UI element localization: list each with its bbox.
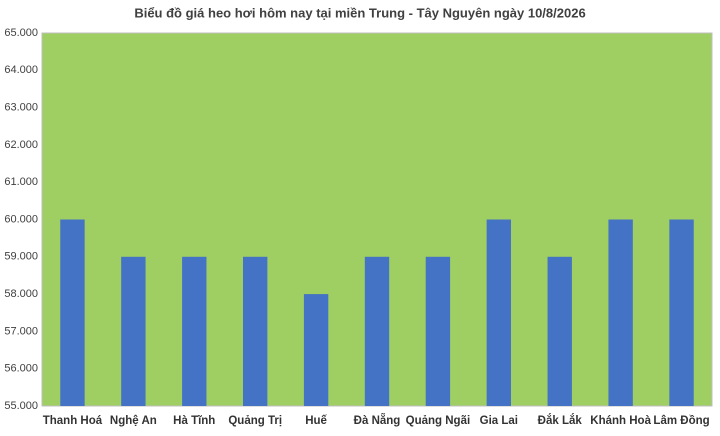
chart-title: Biểu đồ giá heo hơi hôm nay tại miền Tru… [134, 5, 585, 20]
y-tick-label: 55.000 [4, 400, 38, 412]
x-tick-label: Quảng Trị [228, 415, 282, 427]
x-tick-label: Gia Lai [480, 415, 518, 427]
bar [182, 256, 207, 406]
x-tick-label: Huế [305, 415, 327, 427]
x-tick-label: Thanh Hoá [43, 415, 103, 427]
bar [60, 219, 85, 406]
bar [121, 256, 146, 406]
y-tick-label: 58.000 [4, 288, 38, 300]
y-tick-label: 64.000 [4, 64, 38, 76]
x-tick-label: Đắk Lắk [538, 414, 583, 427]
bar [303, 294, 329, 406]
bar [547, 256, 572, 406]
y-tick-label: 59.000 [4, 251, 38, 263]
x-tick-label: Nghệ An [110, 415, 157, 427]
x-tick-label: Đà Nẵng [354, 414, 401, 427]
bar [243, 256, 268, 406]
y-tick-label: 62.000 [4, 139, 38, 151]
y-tick-label: 63.000 [4, 102, 38, 114]
y-tick-label: 60.000 [4, 213, 38, 225]
bar [669, 219, 694, 406]
x-tick-label: Quảng Ngãi [406, 415, 471, 427]
bar [425, 256, 451, 406]
y-tick-label: 57.000 [4, 325, 38, 337]
bar [486, 219, 511, 406]
bar [608, 219, 633, 406]
x-tick-label: Hà Tĩnh [173, 415, 215, 427]
bar [364, 256, 390, 406]
y-tick-label: 65.000 [4, 27, 38, 39]
y-tick-label: 61.000 [4, 176, 38, 188]
y-tick-label: 56.000 [4, 363, 38, 375]
x-tick-label: Lâm Đồng [653, 415, 709, 427]
x-tick-label: Khánh Hoà [590, 415, 651, 427]
